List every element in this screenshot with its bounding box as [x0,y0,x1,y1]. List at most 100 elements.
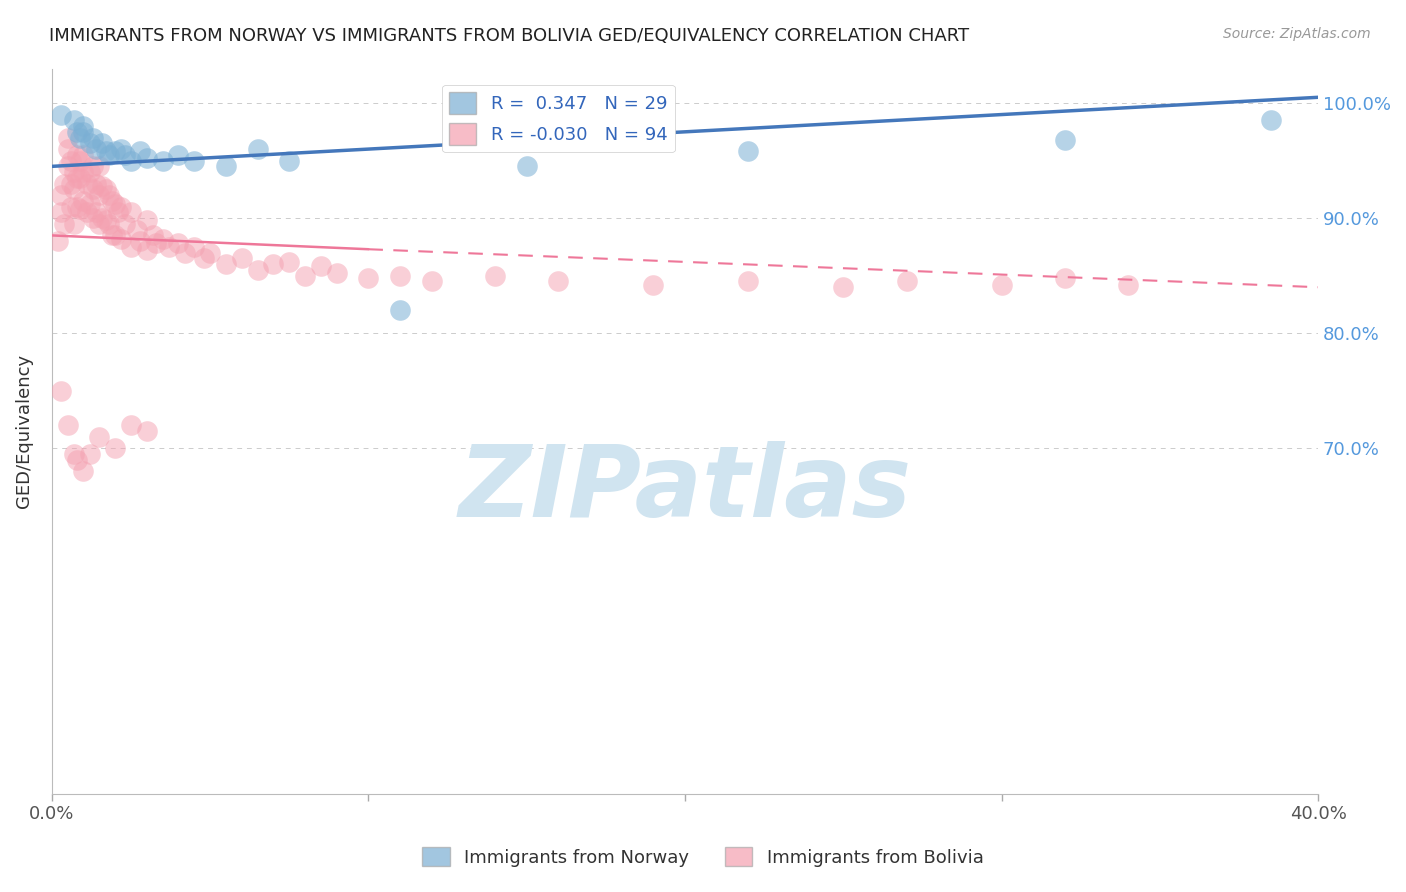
Point [145,236,167,251]
Point [66,453,89,467]
Text: IMMIGRANTS FROM NORWAY VS IMMIGRANTS FROM BOLIVIA GED/EQUIVALENCY CORRELATION CH: IMMIGRANTS FROM NORWAY VS IMMIGRANTS FRO… [49,27,969,45]
Point [135,244,157,258]
Point [69,153,91,168]
Point [325,267,347,281]
Point [183,240,205,254]
Point [91,211,114,226]
Point [82,211,104,226]
Legend: Immigrants from Norway, Immigrants from Bolivia: Immigrants from Norway, Immigrants from … [415,840,991,874]
Point [129,234,152,248]
Point [198,245,221,260]
Point [82,130,104,145]
Point [84,177,107,191]
Point [547,275,569,289]
Point [516,160,538,174]
Point [107,205,129,219]
Point [832,280,855,294]
Point [51,205,73,219]
Point [388,303,411,318]
Point [101,194,124,208]
Point [94,213,117,227]
Point [1053,133,1076,147]
Point [167,236,190,251]
Point [135,424,157,438]
Point [46,234,69,248]
Point [66,148,89,162]
Point [142,228,165,243]
Point [72,125,94,139]
Point [152,232,174,246]
Point [53,177,76,191]
Text: Source: ZipAtlas.com: Source: ZipAtlas.com [1223,27,1371,41]
Point [104,442,127,456]
Point [76,177,98,191]
Text: ZIPatlas: ZIPatlas [458,441,911,538]
Point [72,148,94,162]
Point [89,188,111,202]
Point [1053,271,1076,285]
Point [51,107,73,121]
Point [79,165,101,179]
Point [231,252,253,266]
Point [167,148,190,162]
Point [104,197,127,211]
Point [56,418,79,433]
Point [173,245,195,260]
Point [89,160,111,174]
Point [84,205,107,219]
Point [79,447,101,461]
Point [72,119,94,133]
Point [120,205,142,219]
Point [76,205,98,219]
Point [104,228,127,243]
Point [56,142,79,156]
Point [56,160,79,174]
Point [1260,113,1282,128]
Point [79,197,101,211]
Point [110,142,132,156]
Point [82,160,104,174]
Point [97,188,120,202]
Point [91,136,114,151]
Point [420,275,443,289]
Point [63,113,86,128]
Point [294,268,316,283]
Point [79,136,101,151]
Point [101,228,124,243]
Point [66,125,89,139]
Point [94,145,117,159]
Point [152,153,174,168]
Point [262,257,284,271]
Point [84,142,107,156]
Point [737,145,759,159]
Point [120,153,142,168]
Point [129,145,152,159]
Point [72,464,94,478]
Point [120,418,142,433]
Point [643,277,665,292]
Point [51,384,73,398]
Point [215,257,238,271]
Y-axis label: GED/Equivalency: GED/Equivalency [15,354,32,508]
Point [246,142,269,156]
Point [120,240,142,254]
Point [89,430,111,444]
Point [157,240,180,254]
Point [63,165,86,179]
Point [110,232,132,246]
Point [97,148,120,162]
Point [59,177,82,191]
Point [63,217,86,231]
Point [94,182,117,196]
Point [135,151,157,165]
Point [357,271,380,285]
Point [91,178,114,193]
Point [737,275,759,289]
Point [990,277,1012,292]
Point [104,145,127,159]
Point [114,217,136,231]
Point [278,153,301,168]
Point [193,252,215,266]
Point [89,217,111,231]
Point [63,182,86,196]
